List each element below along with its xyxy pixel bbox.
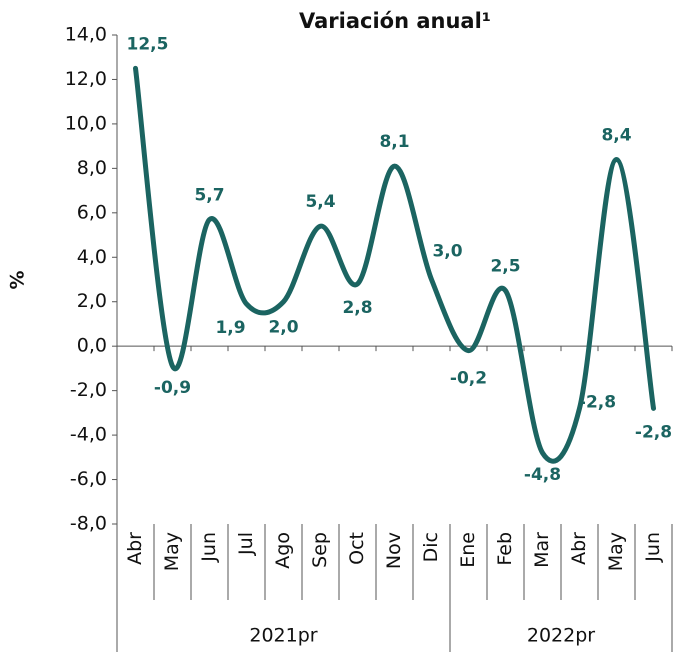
value-label: 2,8 bbox=[342, 298, 372, 318]
value-label: -0,2 bbox=[450, 369, 487, 389]
y-tick-label: 8,0 bbox=[77, 157, 107, 179]
value-label: 8,4 bbox=[601, 125, 631, 145]
y-axis-label: % bbox=[7, 270, 29, 289]
x-tick-label: Mar bbox=[531, 532, 553, 568]
x-tick-label: Oct bbox=[346, 532, 368, 565]
y-tick-label: -2,0 bbox=[70, 379, 107, 401]
y-tick-label: 0,0 bbox=[77, 335, 107, 357]
x-tick-label: Jul bbox=[235, 532, 257, 556]
x-tick-label: Jun bbox=[198, 532, 220, 563]
value-label: 8,1 bbox=[379, 132, 409, 152]
value-label: -2,8 bbox=[579, 392, 616, 412]
value-label: 12,5 bbox=[127, 34, 169, 54]
x-tick-label: Ago bbox=[272, 532, 294, 569]
x-tick-label: Nov bbox=[383, 532, 405, 569]
group-label: 2022pr bbox=[527, 625, 595, 647]
value-label: 3,0 bbox=[432, 242, 462, 262]
x-tick-label: Feb bbox=[494, 532, 516, 566]
x-tick-label: Abr bbox=[568, 532, 590, 565]
y-tick-label: 2,0 bbox=[77, 290, 107, 312]
value-label: 2,0 bbox=[268, 318, 298, 338]
y-tick-label: 6,0 bbox=[77, 201, 107, 223]
y-tick-label: 12,0 bbox=[65, 68, 107, 90]
value-label: -2,8 bbox=[635, 422, 672, 442]
x-tick-label: Abr bbox=[124, 532, 146, 565]
y-tick-label: -6,0 bbox=[70, 468, 107, 490]
x-tick-label: Jun bbox=[642, 532, 664, 563]
x-tick-label: Ene bbox=[457, 532, 479, 568]
y-tick-label: 14,0 bbox=[65, 24, 107, 46]
value-label: 5,7 bbox=[194, 185, 224, 205]
data-line bbox=[133, 65, 656, 464]
value-label: -4,8 bbox=[524, 465, 561, 485]
value-label: -0,9 bbox=[154, 378, 191, 398]
y-tick-label: -8,0 bbox=[70, 513, 107, 535]
chart-title: Variación anual¹ bbox=[299, 9, 491, 33]
x-tick-label: May bbox=[605, 532, 627, 571]
value-label: 2,5 bbox=[490, 257, 520, 277]
x-tick-label: May bbox=[161, 532, 183, 571]
value-label: 1,9 bbox=[215, 318, 245, 338]
group-label: 2021pr bbox=[249, 625, 317, 647]
x-tick-label: Dic bbox=[420, 532, 442, 562]
y-tick-label: 4,0 bbox=[77, 246, 107, 268]
value-label: 5,4 bbox=[305, 192, 335, 212]
x-tick-label: Sep bbox=[309, 532, 331, 568]
y-tick-label: -4,0 bbox=[70, 424, 107, 446]
y-tick-label: 10,0 bbox=[65, 112, 107, 134]
